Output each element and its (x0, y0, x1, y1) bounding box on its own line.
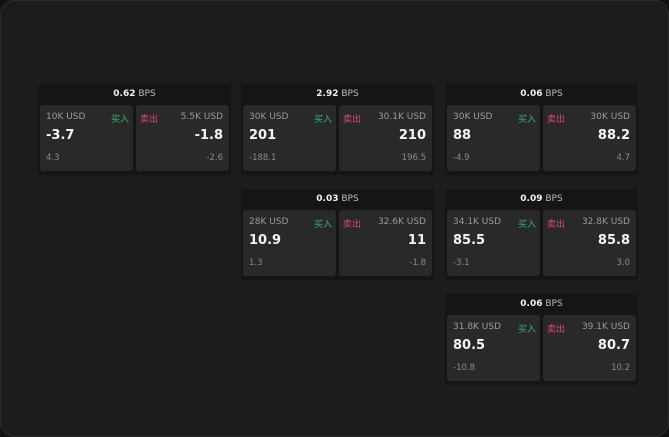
buy-change: 4.3 (46, 153, 60, 163)
buy-button[interactable]: 30K USD 买入 88 -4.9 (447, 105, 540, 171)
sell-size: 30K USD (590, 112, 630, 122)
quote-widget: 0.09 BPS 34.1K USD 买入 85.5 -3.1 卖出 32.8K… (445, 189, 638, 280)
sell-label: 卖出 (547, 115, 566, 125)
sell-size: 5.5K USD (180, 112, 223, 122)
buy-change: -10.8 (453, 363, 475, 373)
spread-value: 0.06 (520, 89, 543, 99)
sell-price: 85.8 (597, 233, 630, 248)
spread-unit: BPS (545, 89, 563, 99)
sell-change: 196.5 (401, 153, 426, 163)
sell-change: 4.7 (616, 153, 630, 163)
buy-label: 买入 (517, 115, 536, 125)
sell-button[interactable]: 卖出 30K USD 88.2 4.7 (543, 105, 636, 171)
buy-label: 买入 (517, 325, 536, 335)
buy-label: 买入 (313, 115, 332, 125)
spread-unit: BPS (341, 194, 359, 204)
sell-label: 卖出 (547, 220, 566, 230)
buy-size: 28K USD (249, 217, 289, 227)
buy-label: 买入 (313, 220, 332, 230)
buy-size: 31.8K USD (453, 322, 502, 332)
sell-label: 卖出 (343, 220, 362, 230)
sell-size: 32.6K USD (377, 217, 426, 227)
buy-change: -4.9 (453, 153, 470, 163)
buy-size: 10K USD (46, 112, 86, 122)
buy-size: 34.1K USD (453, 217, 502, 227)
buy-label: 买入 (517, 220, 536, 230)
sell-price: 80.7 (597, 338, 630, 353)
sell-change: -1.8 (409, 258, 426, 268)
buy-size: 30K USD (249, 112, 289, 122)
quote-widget: 0.06 BPS 31.8K USD 买入 80.5 -10.8 卖出 39.1… (445, 294, 638, 385)
sell-size: 32.8K USD (581, 217, 630, 227)
sell-price: 210 (398, 128, 426, 143)
buy-change: 1.3 (249, 258, 263, 268)
spread-header: 2.92 BPS (241, 84, 434, 105)
sell-label: 卖出 (140, 115, 159, 125)
sell-label: 卖出 (343, 115, 362, 125)
sell-price: 11 (407, 233, 426, 248)
quote-widget: 2.92 BPS 30K USD 买入 201 -188.1 卖出 30.1K … (241, 84, 434, 175)
spread-header: 0.62 BPS (38, 84, 231, 105)
sell-button[interactable]: 卖出 32.8K USD 85.8 3.0 (543, 210, 636, 276)
spread-value: 0.06 (520, 299, 543, 309)
buy-price: 201 (249, 128, 277, 143)
sell-price: -1.8 (194, 128, 223, 143)
buy-button[interactable]: 28K USD 买入 10.9 1.3 (243, 210, 336, 276)
buy-button[interactable]: 31.8K USD 买入 80.5 -10.8 (447, 315, 540, 381)
spread-value: 2.92 (316, 89, 339, 99)
sell-size: 30.1K USD (377, 112, 426, 122)
buy-button[interactable]: 10K USD 买入 -3.7 4.3 (40, 105, 133, 171)
buy-price: 88 (453, 128, 472, 143)
buy-price: -3.7 (46, 128, 75, 143)
spread-value: 0.03 (316, 194, 339, 204)
spread-unit: BPS (341, 89, 359, 99)
sell-change: 10.2 (611, 363, 630, 373)
buy-price: 85.5 (453, 233, 486, 248)
sell-button[interactable]: 卖出 32.6K USD 11 -1.8 (339, 210, 432, 276)
buy-size: 30K USD (453, 112, 493, 122)
sell-button[interactable]: 卖出 39.1K USD 80.7 10.2 (543, 315, 636, 381)
spread-header: 0.09 BPS (445, 189, 638, 210)
buy-change: -188.1 (249, 153, 277, 163)
spread-header: 0.06 BPS (445, 294, 638, 315)
spread-unit: BPS (545, 194, 563, 204)
spread-header: 0.03 BPS (241, 189, 434, 210)
sell-change: -2.6 (206, 153, 223, 163)
buy-button[interactable]: 34.1K USD 买入 85.5 -3.1 (447, 210, 540, 276)
spread-header: 0.06 BPS (445, 84, 638, 105)
sell-label: 卖出 (547, 325, 566, 335)
quote-widget: 0.06 BPS 30K USD 买入 88 -4.9 卖出 30K USD 8… (445, 84, 638, 175)
buy-price: 10.9 (249, 233, 282, 248)
buy-price: 80.5 (453, 338, 486, 353)
sell-price: 88.2 (597, 128, 630, 143)
sell-button[interactable]: 卖出 30.1K USD 210 196.5 (339, 105, 432, 171)
spread-unit: BPS (545, 299, 563, 309)
spread-unit: BPS (138, 89, 156, 99)
sell-size: 39.1K USD (581, 322, 630, 332)
sell-change: 3.0 (616, 258, 630, 268)
buy-button[interactable]: 30K USD 买入 201 -188.1 (243, 105, 336, 171)
sell-button[interactable]: 卖出 5.5K USD -1.8 -2.6 (136, 105, 229, 171)
buy-label: 买入 (110, 115, 129, 125)
quote-widget: 0.03 BPS 28K USD 买入 10.9 1.3 卖出 32.6K US… (241, 189, 434, 280)
spread-value: 0.09 (520, 194, 543, 204)
quote-widget: 0.62 BPS 10K USD 买入 -3.7 4.3 卖出 5.5K USD… (38, 84, 231, 175)
buy-change: -3.1 (453, 258, 470, 268)
spread-value: 0.62 (113, 89, 136, 99)
